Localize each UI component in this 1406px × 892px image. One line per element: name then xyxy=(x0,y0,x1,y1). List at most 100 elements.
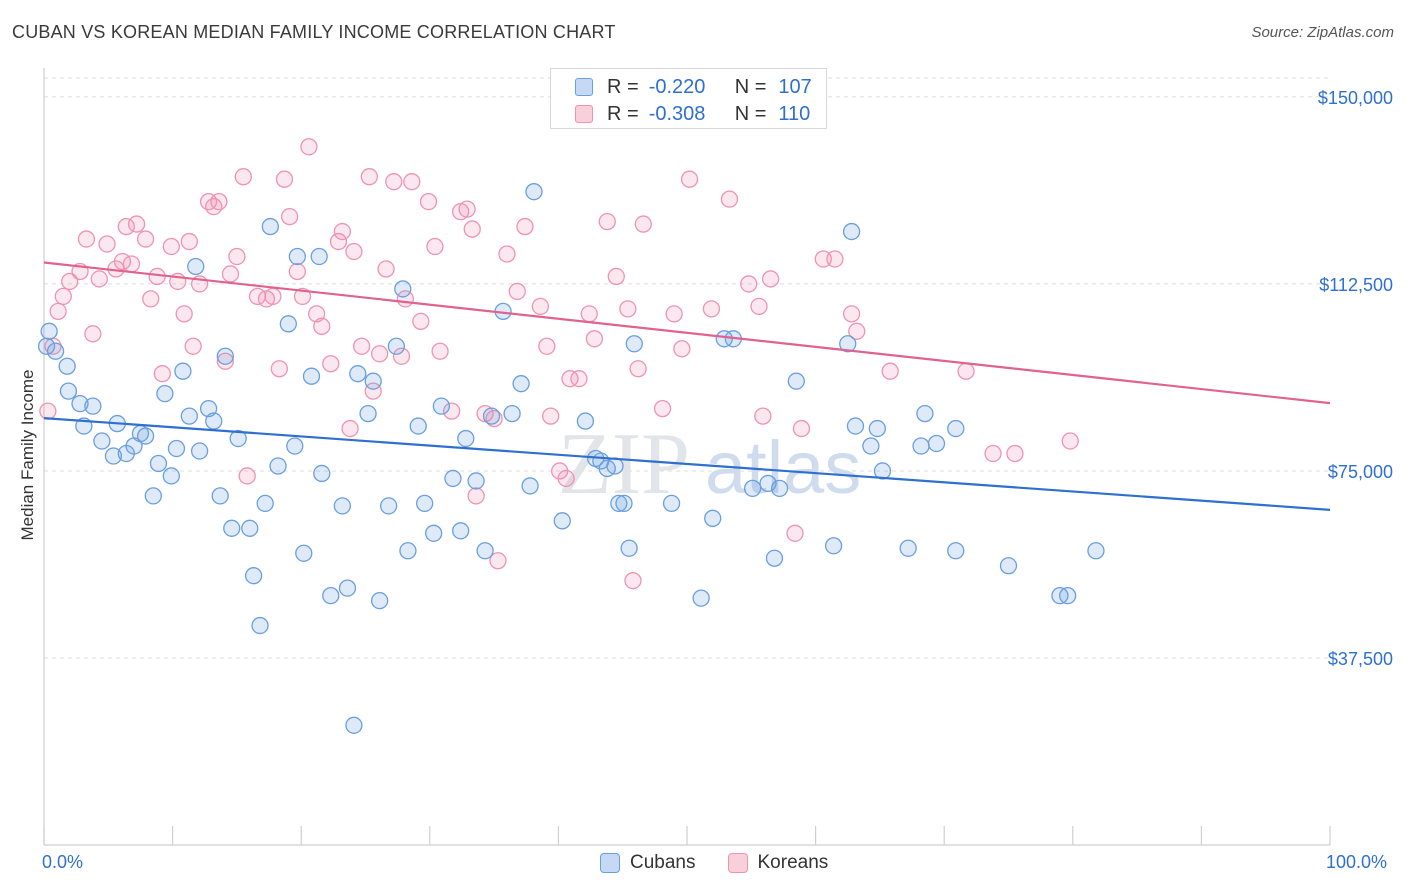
korean-point xyxy=(293,287,312,306)
korean-point xyxy=(467,487,485,505)
cuban-point xyxy=(503,404,521,423)
series-legend: Cubans Koreans xyxy=(600,852,860,874)
cuban-point xyxy=(216,347,234,365)
cuban-point xyxy=(662,494,681,513)
y-tick-label: $37,500 xyxy=(1328,649,1393,669)
korean-point xyxy=(153,365,171,383)
n-value-koreans: 110 xyxy=(778,102,811,125)
cuban-point xyxy=(947,419,965,438)
korean-point xyxy=(162,237,180,256)
cuban-point xyxy=(425,524,443,542)
korean-point xyxy=(1061,432,1079,450)
korean-point xyxy=(458,200,476,218)
korean-point xyxy=(228,247,246,266)
cuban-point xyxy=(553,512,571,530)
cuban-point xyxy=(180,407,198,425)
legend-label-cubans: Cubans xyxy=(630,852,696,873)
cuban-point xyxy=(251,616,269,635)
legend-item-cubans[interactable]: Cubans xyxy=(600,852,696,874)
cuban-point xyxy=(229,429,247,448)
cuban-point xyxy=(432,397,451,415)
korean-point xyxy=(634,215,652,233)
korean-point xyxy=(580,305,598,323)
correlation-legend: R = -0.220 N = 107 R = -0.308 N = 110 xyxy=(550,68,827,129)
cuban-point xyxy=(288,247,306,266)
cuban-point xyxy=(452,522,470,540)
korean-point xyxy=(142,290,160,308)
korean-point xyxy=(508,282,526,301)
cuban-point xyxy=(345,716,363,734)
korean-point xyxy=(485,409,503,428)
cuban-point xyxy=(205,412,223,430)
korean-point xyxy=(352,337,371,355)
cuban-point xyxy=(743,479,762,498)
korean-point xyxy=(426,237,444,256)
korean-point xyxy=(750,297,768,316)
cuban-point xyxy=(947,542,965,560)
cuban-point xyxy=(824,537,843,555)
n-label: N = xyxy=(734,102,767,125)
korean-point xyxy=(210,192,228,211)
cuban-point xyxy=(1087,542,1105,560)
korean-point xyxy=(364,382,382,400)
korean-point xyxy=(531,297,550,316)
koreans-points xyxy=(39,98,1079,590)
grid-lines xyxy=(44,77,1330,659)
cuban-point xyxy=(349,365,367,383)
cuban-point xyxy=(58,357,76,375)
korean-point xyxy=(538,337,556,355)
cuban-point xyxy=(787,372,805,390)
korean-point xyxy=(221,265,240,283)
cuban-point xyxy=(104,447,123,465)
korean-point xyxy=(1006,444,1024,463)
cuban-point xyxy=(223,519,241,537)
korean-point xyxy=(412,312,430,330)
korean-point xyxy=(180,232,198,251)
cuban-point xyxy=(521,477,539,495)
cuban-point xyxy=(167,439,186,458)
korean-point xyxy=(761,270,780,288)
korean-point xyxy=(360,168,379,186)
cuban-point xyxy=(190,442,209,460)
korean-point xyxy=(443,402,461,420)
cuban-point xyxy=(916,404,934,423)
r-value-cubans: -0.220 xyxy=(648,75,706,98)
x-max-label: 100.0% xyxy=(1326,852,1388,872)
korean-point xyxy=(377,260,395,278)
korean-point xyxy=(403,173,421,191)
korean-point xyxy=(653,399,672,418)
korean-point xyxy=(598,212,616,231)
korean-point xyxy=(619,300,637,318)
axes xyxy=(43,68,1331,846)
korean-point xyxy=(392,347,411,365)
cuban-point xyxy=(839,335,857,353)
cuban-point xyxy=(322,586,340,605)
cuban-point xyxy=(576,412,595,430)
cuban-point xyxy=(269,457,287,475)
cuban-point xyxy=(241,519,259,537)
r-label: R = xyxy=(607,102,639,125)
cuban-point xyxy=(364,372,382,390)
korean-point xyxy=(49,302,67,321)
cuban-point xyxy=(295,544,313,562)
korean-point xyxy=(842,305,861,323)
cuban-point xyxy=(1059,586,1077,605)
legend-item-koreans[interactable]: Koreans xyxy=(727,852,829,874)
cuban-point xyxy=(302,367,321,385)
cuban-point xyxy=(256,494,274,513)
korean-point xyxy=(54,287,72,306)
cubans-trend-line xyxy=(43,416,1331,511)
cubans-points xyxy=(37,183,1105,734)
legend-row-koreans: R = -0.308 N = 110 xyxy=(575,102,810,126)
cuban-point xyxy=(770,479,789,498)
cuban-point xyxy=(625,335,643,353)
cuban-point xyxy=(40,322,58,340)
korean-point xyxy=(122,255,141,273)
cuban-point xyxy=(387,337,406,355)
cuban-point xyxy=(409,417,427,435)
legend-label-koreans: Koreans xyxy=(757,852,829,873)
cuban-point xyxy=(467,472,485,490)
korean-point xyxy=(516,217,534,236)
chart-title: CUBAN VS KOREAN MEDIAN FAMILY INCOME COR… xyxy=(12,22,616,42)
